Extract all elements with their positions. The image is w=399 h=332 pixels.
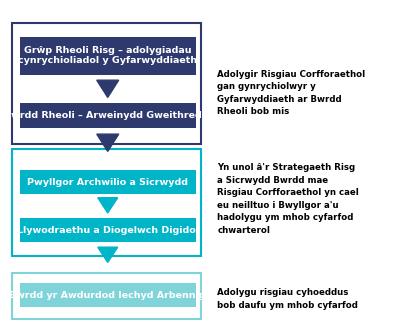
Bar xyxy=(12,273,201,319)
Text: Llywodraethu a Diogelwch Digidol: Llywodraethu a Diogelwch Digidol xyxy=(17,226,199,235)
Text: Pwyllgor Archwilio a Sicrwydd: Pwyllgor Archwilio a Sicrwydd xyxy=(27,178,188,187)
Text: Bwrdd Rheoli – Arweinydd Gweithredol: Bwrdd Rheoli – Arweinydd Gweithredol xyxy=(4,111,211,120)
Bar xyxy=(20,103,196,128)
Text: Bwrdd yr Awdurdod Iechyd Arbennig: Bwrdd yr Awdurdod Iechyd Arbennig xyxy=(10,290,206,300)
Bar xyxy=(12,149,201,256)
Bar xyxy=(20,37,196,75)
Text: Yn unol â'r Strategaeth Risg
a Sicrwydd Bwrdd mae
Risgiau Corfforaethol yn cael
: Yn unol â'r Strategaeth Risg a Sicrwydd … xyxy=(217,163,359,235)
Text: Grŵp Rheoli Risg – adolygiadau
cynrychioliadol y Gyfarwyddiaeth: Grŵp Rheoli Risg – adolygiadau cynrychio… xyxy=(18,46,197,65)
Bar xyxy=(20,170,196,194)
Text: Adolygu risgiau cyhoeddus
bob daufu ym mhob cyfarfod: Adolygu risgiau cyhoeddus bob daufu ym m… xyxy=(217,288,358,309)
Bar xyxy=(20,218,196,242)
Text: Adolygir Risgiau Corfforaethol
gan gynrychiolwyr y
Gyfarwyddiaeth ar Bwrdd
Rheol: Adolygir Risgiau Corfforaethol gan gynry… xyxy=(217,70,365,116)
Bar xyxy=(12,23,201,144)
Polygon shape xyxy=(98,198,118,213)
Polygon shape xyxy=(97,134,119,151)
Polygon shape xyxy=(98,247,118,262)
Bar xyxy=(20,283,196,307)
Polygon shape xyxy=(97,80,119,98)
